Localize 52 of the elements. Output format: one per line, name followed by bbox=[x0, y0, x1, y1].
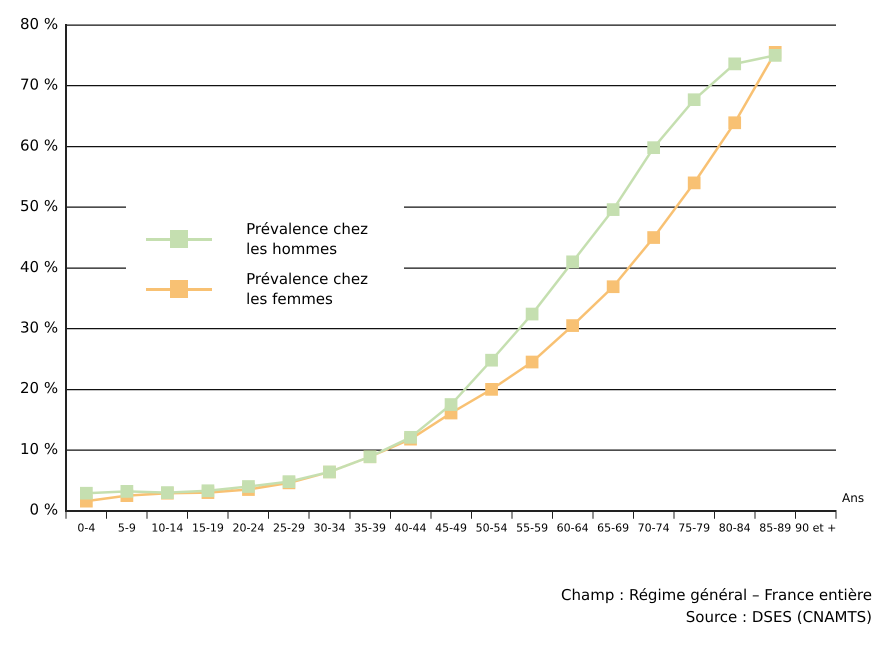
point bbox=[242, 480, 255, 493]
x-tick-label: 10-14 bbox=[151, 521, 184, 534]
point bbox=[566, 319, 579, 332]
point bbox=[728, 58, 742, 70]
x-tick-label: 0-4 bbox=[77, 521, 96, 534]
x-axis-title: Ans bbox=[842, 490, 864, 505]
x-tick-label: 15-19 bbox=[192, 521, 224, 534]
legend-label: Prévalence chez les femmes bbox=[246, 269, 370, 309]
x-tick-label: 5-9 bbox=[118, 521, 136, 534]
point bbox=[566, 255, 579, 268]
x-tick-label: 45-49 bbox=[435, 521, 468, 534]
source-note: Source : DSES (CNAMTS) bbox=[686, 608, 872, 626]
x-tick-label: 30-34 bbox=[314, 521, 346, 534]
y-tick-label: 30 % bbox=[20, 318, 58, 337]
y-tick-label: 0 % bbox=[30, 500, 58, 519]
x-tick-label: 55-59 bbox=[516, 521, 548, 534]
point bbox=[768, 49, 782, 62]
y-tick-label: 70 % bbox=[20, 76, 58, 94]
x-tick-label: 35-39 bbox=[354, 521, 386, 534]
point bbox=[485, 382, 498, 396]
x-tick-label: 75-79 bbox=[678, 521, 710, 534]
legend-label: Prévalence chez les hommes bbox=[246, 219, 370, 259]
x-tick-label: 90 et + bbox=[795, 521, 836, 534]
point bbox=[444, 398, 458, 411]
point bbox=[485, 354, 498, 367]
point bbox=[120, 485, 134, 498]
point bbox=[728, 116, 742, 130]
point bbox=[647, 231, 660, 244]
x-tick-label: 25-29 bbox=[272, 521, 305, 534]
y-tick-label: 60 % bbox=[20, 136, 58, 154]
point bbox=[526, 356, 538, 368]
x-tick-label: 40-44 bbox=[394, 521, 427, 534]
x-tick-label: 80-84 bbox=[718, 521, 751, 534]
x-tick-label: 50-54 bbox=[476, 521, 508, 534]
y-tick-label: 50 % bbox=[20, 197, 58, 216]
x-tick-label: 70-74 bbox=[638, 521, 670, 534]
x-tick-label: 60-64 bbox=[556, 521, 589, 534]
point bbox=[526, 308, 538, 320]
x-tick-label: 85-89 bbox=[759, 521, 792, 534]
point bbox=[647, 141, 660, 154]
x-tick-label: 20-24 bbox=[232, 521, 264, 534]
y-tick-label: 20 % bbox=[20, 379, 58, 398]
point bbox=[80, 486, 93, 500]
x-tick-label: 65-69 bbox=[597, 521, 630, 534]
point bbox=[606, 280, 620, 294]
y-tick-label: 80 % bbox=[20, 14, 58, 33]
point bbox=[606, 203, 620, 216]
y-tick-label: 10 % bbox=[20, 440, 58, 458]
point bbox=[688, 93, 701, 106]
point bbox=[688, 176, 701, 190]
y-tick-label: 40 % bbox=[20, 258, 58, 276]
text: Champ : Régime général – France entière bbox=[561, 586, 872, 604]
